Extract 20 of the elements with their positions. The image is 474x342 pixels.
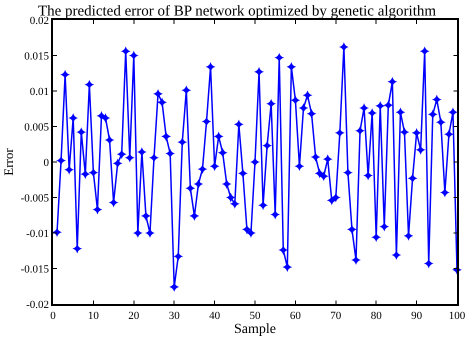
x-tick-label: 90 (411, 310, 423, 322)
y-tick-label: 0 (44, 156, 50, 169)
x-tick-label: 40 (209, 310, 221, 322)
y-tick-label: -0.015 (20, 263, 50, 276)
x-tick-label: 20 (128, 310, 140, 322)
x-tick-label: 60 (290, 310, 302, 322)
y-tick-label: -0.02 (26, 298, 50, 311)
x-tick-label: 100 (448, 310, 466, 322)
x-tick-label: 50 (250, 310, 261, 322)
x-tick-label: 10 (88, 310, 100, 322)
y-tick-label: 0.015 (24, 50, 50, 62)
x-axis-title: Sample (234, 322, 276, 337)
y-tick-label: 0.005 (24, 121, 50, 134)
x-tick-label: 30 (168, 310, 180, 322)
y-tick-label: 0.01 (30, 86, 50, 98)
x-tick-label: 70 (330, 310, 342, 322)
y-axis-title: Error (1, 148, 16, 176)
y-tick-label: -0.005 (20, 192, 50, 204)
x-tick-label: 80 (370, 310, 382, 322)
y-tick-label: -0.01 (26, 228, 50, 240)
